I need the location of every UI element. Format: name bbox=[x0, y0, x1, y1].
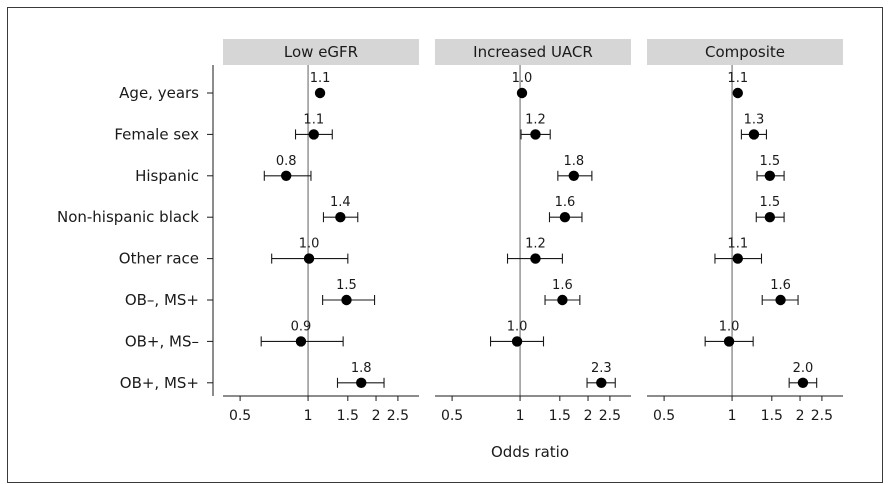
data-label: 1.1 bbox=[727, 71, 748, 86]
data-label: 1.2 bbox=[525, 112, 546, 127]
odds-ratio-point bbox=[341, 294, 352, 306]
row-label: OB+, MS+ bbox=[120, 374, 199, 392]
odds-ratio-point bbox=[568, 170, 580, 181]
data-label: 0.9 bbox=[291, 319, 312, 334]
x-tick-label: 0.5 bbox=[653, 408, 675, 424]
odds-ratio-point bbox=[280, 170, 292, 181]
odds-ratio-point bbox=[295, 336, 307, 347]
row-label: Non-hispanic black bbox=[57, 208, 199, 226]
data-label: 1.5 bbox=[759, 195, 780, 210]
odds-ratio-point bbox=[530, 129, 541, 140]
data-label: 0.8 bbox=[276, 154, 297, 169]
data-label: 1.6 bbox=[770, 278, 791, 293]
panel-strip bbox=[223, 39, 419, 65]
data-label: 1.8 bbox=[563, 154, 584, 169]
odds-ratio-point bbox=[308, 129, 319, 140]
odds-ratio-point bbox=[764, 212, 776, 223]
x-tick-label: 0.5 bbox=[441, 408, 463, 424]
data-label: 1.2 bbox=[525, 237, 546, 252]
odds-ratio-point bbox=[596, 377, 607, 388]
odds-ratio-point bbox=[314, 87, 326, 99]
data-label: 1.3 bbox=[744, 112, 765, 127]
data-label: 1.5 bbox=[336, 278, 357, 293]
odds-ratio-point bbox=[559, 212, 571, 223]
x-tick-label: 1 bbox=[516, 408, 525, 424]
data-label: 1.0 bbox=[512, 71, 533, 86]
data-label: 1.0 bbox=[507, 319, 528, 334]
odds-ratio-point bbox=[797, 377, 809, 388]
row-label: OB+, MS– bbox=[125, 332, 199, 350]
panel-strip bbox=[647, 39, 843, 65]
x-axis-title: Odds ratio bbox=[491, 443, 569, 461]
data-label: 1.1 bbox=[303, 112, 324, 127]
x-tick-label: 2.5 bbox=[599, 408, 621, 424]
figure-frame bbox=[7, 7, 883, 483]
panel-title: Composite bbox=[705, 43, 785, 61]
odds-ratio-point bbox=[511, 336, 523, 347]
panel-strip bbox=[435, 39, 631, 65]
x-tick-label: 1.5 bbox=[761, 408, 783, 424]
x-tick-label: 1.5 bbox=[337, 408, 359, 424]
row-label: Age, years bbox=[119, 84, 199, 102]
panel-title: Increased UACR bbox=[473, 43, 593, 61]
row-label: Other race bbox=[119, 250, 199, 268]
odds-ratio-point bbox=[557, 294, 568, 306]
odds-ratio-point bbox=[748, 129, 760, 140]
row-label: Female sex bbox=[114, 125, 199, 143]
data-label: 1.0 bbox=[719, 319, 740, 334]
x-tick-label: 2.5 bbox=[811, 408, 833, 424]
x-tick-label: 1 bbox=[728, 408, 737, 424]
data-label: 1.5 bbox=[759, 154, 780, 169]
data-label: 1.1 bbox=[310, 71, 331, 86]
x-tick-label: 0.5 bbox=[229, 408, 251, 424]
data-label: 2.0 bbox=[793, 361, 814, 376]
odds-ratio-point bbox=[530, 253, 541, 264]
data-label: 2.3 bbox=[591, 361, 612, 376]
data-label: 1.6 bbox=[555, 195, 576, 210]
data-label: 1.0 bbox=[299, 237, 320, 252]
odds-ratio-point bbox=[775, 294, 786, 306]
x-tick-label: 2 bbox=[584, 408, 593, 424]
odds-ratio-point bbox=[732, 87, 743, 99]
data-label: 1.6 bbox=[552, 278, 573, 293]
odds-ratio-point bbox=[356, 377, 367, 388]
row-label: OB–, MS+ bbox=[125, 291, 199, 309]
x-tick-label: 2 bbox=[372, 408, 381, 424]
odds-ratio-point bbox=[723, 336, 735, 347]
odds-ratio-point bbox=[764, 170, 776, 181]
x-tick-label: 2 bbox=[796, 408, 805, 424]
odds-ratio-point bbox=[303, 253, 315, 264]
data-label: 1.4 bbox=[330, 195, 351, 210]
panel-title: Low eGFR bbox=[284, 43, 358, 61]
odds-ratio-point bbox=[732, 253, 743, 264]
x-tick-label: 2.5 bbox=[387, 408, 409, 424]
odds-ratio-point bbox=[335, 212, 346, 223]
x-tick-label: 1 bbox=[304, 408, 313, 424]
row-label: Hispanic bbox=[135, 167, 199, 185]
data-label: 1.8 bbox=[351, 361, 372, 376]
data-label: 1.1 bbox=[727, 237, 748, 252]
odds-ratio-point bbox=[516, 87, 528, 99]
x-tick-label: 1.5 bbox=[549, 408, 571, 424]
